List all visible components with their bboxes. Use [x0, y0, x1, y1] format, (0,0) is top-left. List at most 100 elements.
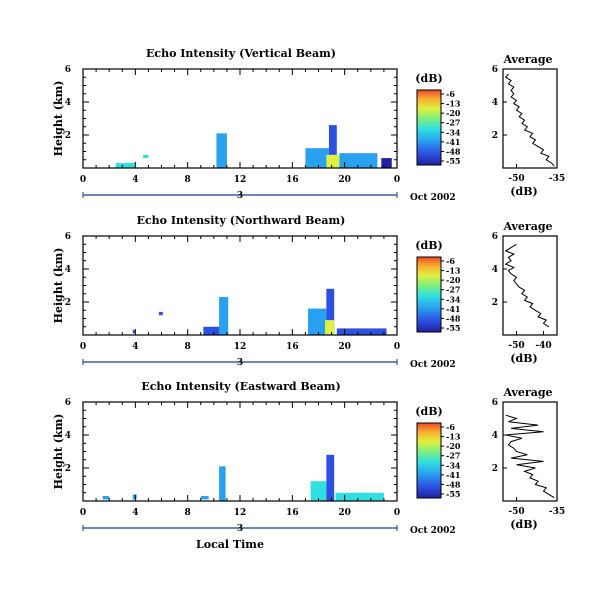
colorbar-tick-label: -13: [446, 432, 461, 442]
panel-1: Echo Intensity (Vertical Beam) Height (km…: [52, 47, 565, 203]
colorbar-tick-label: -41: [446, 304, 460, 314]
x-tick-label: 12: [234, 508, 247, 518]
colorbar-tick-label: -13: [446, 99, 461, 109]
colorbar-tick-label: -6: [446, 422, 455, 432]
echo-cell: [132, 330, 136, 334]
y-tick-label: 4: [65, 265, 71, 275]
profile-x-axis-label: (dB): [510, 518, 537, 531]
y-tick-label: 4: [65, 98, 71, 108]
colorbar-unit: (dB): [415, 405, 442, 418]
profile-frame: [502, 235, 558, 336]
x-tick-label: 16: [286, 508, 299, 518]
profile-y-tick-label: 4: [492, 431, 498, 441]
x-tick-label: 0: [80, 175, 86, 185]
y-tick-label: 6: [65, 65, 71, 75]
profile-y-tick-label: 4: [492, 98, 498, 108]
colorbar-tick-label: -20: [446, 275, 461, 285]
date-suffix: Oct 2002: [410, 193, 456, 203]
x-tick-label: 8: [185, 342, 191, 352]
echo-cell: [216, 133, 227, 168]
colorbar-tick-label: -20: [446, 108, 461, 118]
panel-title: Echo Intensity (Northward Beam): [137, 214, 346, 227]
echo-cell: [115, 163, 136, 168]
colorbar-tick-label: -34: [446, 127, 461, 137]
profile-y-tick-label: 6: [492, 65, 498, 75]
panel-title: Echo Intensity (Eastward Beam): [141, 380, 340, 393]
echo-cell: [328, 125, 337, 168]
colorbar-tick-label: -27: [446, 118, 460, 128]
colorbar-unit: (dB): [415, 239, 442, 252]
colorbar-tick-label: -55: [446, 156, 460, 166]
profile-y-tick-label: 2: [492, 464, 498, 474]
colorbar-tick-label: -6: [446, 89, 455, 99]
profile-title: Average: [502, 220, 552, 233]
x-tick-label: 0: [394, 508, 400, 518]
x-tick-label: 16: [286, 175, 299, 185]
echo-cell: [339, 153, 378, 168]
y-tick-label: 4: [65, 431, 71, 441]
x-tick-label: 12: [234, 175, 247, 185]
echo-cell: [335, 492, 384, 501]
y-axis-label: Height (km): [52, 81, 65, 157]
colorbar-tick-label: -34: [446, 294, 461, 304]
echo-cell: [158, 311, 163, 316]
profile-y-tick-label: 2: [492, 298, 498, 308]
colorbar: [416, 256, 442, 333]
colorbar-tick-label: -6: [446, 256, 455, 266]
x-tick-label: 20: [338, 175, 351, 185]
x-tick-label: 4: [132, 342, 138, 352]
profile-line: [505, 414, 555, 499]
profile-x-tick-label: -35: [549, 174, 565, 184]
echo-cell: [132, 494, 137, 500]
x-tick-label: 0: [394, 175, 400, 185]
profile-title: Average: [502, 53, 552, 66]
colorbar-tick-label: -48: [446, 313, 461, 323]
colorbar: [416, 422, 442, 499]
x-tick-label: 16: [286, 342, 299, 352]
x-tick-label: 20: [338, 508, 351, 518]
plot-frame: [82, 401, 398, 502]
colorbar-tick-label: -34: [446, 460, 461, 470]
date-suffix: Oct 2002: [410, 360, 456, 370]
colorbar: [416, 89, 442, 166]
profile-frame: [502, 401, 558, 502]
x-tick-label: 0: [80, 508, 86, 518]
profile-x-axis-label: (dB): [510, 185, 537, 198]
y-tick-label: 2: [65, 464, 71, 474]
profile-x-tick-label: -50: [508, 507, 524, 517]
profile-y-tick-label: 4: [492, 265, 498, 275]
date-suffix: Oct 2002: [410, 526, 456, 536]
profile-line: [504, 243, 550, 328]
y-tick-label: 2: [65, 131, 71, 141]
date-label: 3: [237, 358, 243, 368]
date-label: 3: [237, 191, 243, 201]
colorbar-tick-label: -55: [446, 323, 460, 333]
x-tick-label: 4: [132, 175, 138, 185]
echo-cell: [219, 297, 229, 335]
colorbar-tick-label: -27: [446, 285, 460, 295]
profile-x-tick-label: -50: [508, 341, 524, 351]
echo-cell: [336, 328, 387, 335]
profile-line: [504, 73, 555, 167]
echo-cell: [305, 148, 329, 168]
colorbar-tick-label: -41: [446, 470, 460, 480]
echo-cell: [219, 466, 226, 501]
echo-cell: [308, 308, 327, 335]
y-axis-label: Height (km): [52, 248, 65, 324]
profile-x-tick-label: -50: [508, 174, 524, 184]
colorbar-tick-label: -48: [446, 479, 461, 489]
echo-cell: [325, 320, 335, 335]
echo-cell: [143, 154, 149, 159]
date-label: 3: [237, 524, 243, 534]
x-tick-label: 4: [132, 508, 138, 518]
profile-y-tick-label: 6: [492, 232, 498, 242]
echo-cell: [326, 288, 335, 335]
y-axis-label: Height (km): [52, 414, 65, 490]
echo-cell: [200, 496, 209, 500]
profile-x-tick-label: -40: [535, 341, 551, 351]
x-axis-label: Local Time: [196, 538, 264, 551]
colorbar-tick-label: -27: [446, 451, 460, 461]
y-tick-label: 6: [65, 232, 71, 242]
colorbar-tick-label: -48: [446, 146, 461, 156]
colorbar-tick-label: -55: [446, 489, 460, 499]
